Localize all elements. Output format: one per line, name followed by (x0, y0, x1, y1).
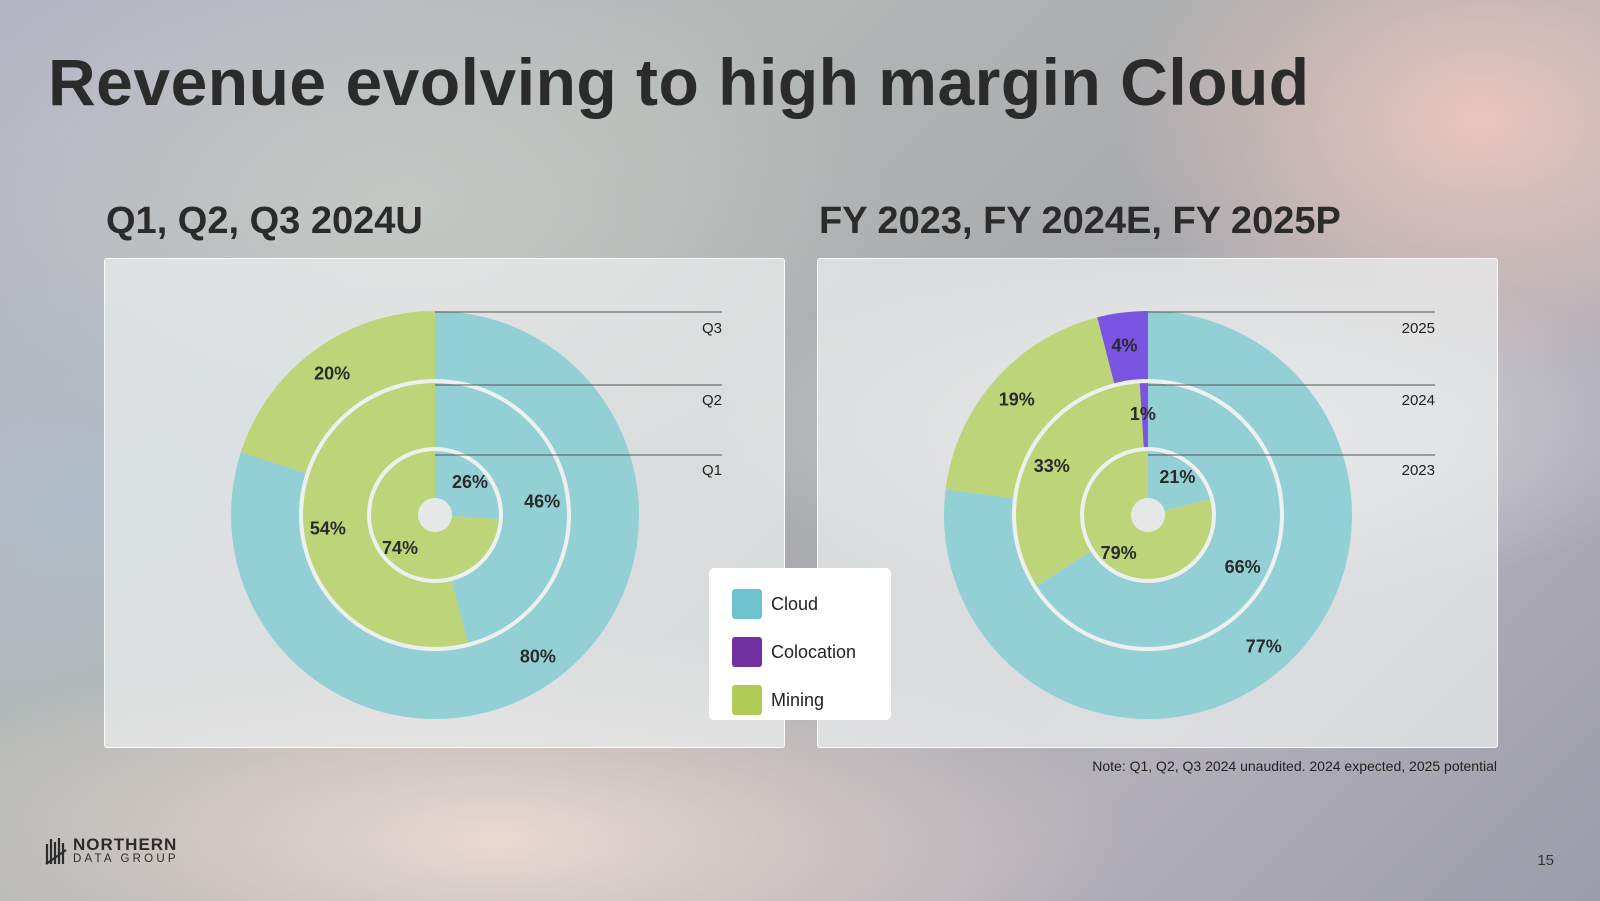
chart-legend: Cloud Colocation Mining (709, 568, 891, 720)
legend-item-mining: Mining (732, 676, 891, 724)
page-title: Revenue evolving to high margin Cloud (48, 45, 1310, 119)
ring-2024-segment-colocation (1139, 383, 1148, 450)
legend-swatch-mining (732, 685, 762, 715)
ring-q1-label-cloud: 26% (452, 472, 488, 492)
ring-q2-name: Q2 (702, 392, 722, 409)
ring-q2-label-cloud: 46% (524, 491, 560, 511)
legend-item-colocation: Colocation (732, 628, 891, 676)
ring-q3-segment-cloud (231, 311, 640, 719)
chart-title-quarterly: Q1, Q2, Q3 2024U (106, 200, 423, 242)
logo-text-primary: NORTHERN (73, 835, 178, 855)
donut-center (418, 498, 452, 532)
donut-center (1131, 498, 1165, 532)
ring-2025-name: 2025 (1402, 320, 1435, 337)
ring-2025-segment-cloud (944, 311, 1352, 719)
ring-q2-label-mining: 54% (310, 519, 346, 539)
ring-2025-label-colocation: 4% (1112, 335, 1138, 355)
ring-2024-segment-cloud (1036, 383, 1280, 647)
ring-2025-label-mining: 19% (999, 389, 1035, 409)
ring-q1-label-mining: 74% (382, 538, 418, 558)
ring-q3-segment-mining (240, 311, 435, 474)
legend-swatch-cloud (732, 589, 762, 619)
ring-separator (1012, 379, 1284, 651)
ring-q3-label-mining: 20% (314, 363, 350, 383)
ring-separator (367, 447, 503, 583)
legend-swatch-colocation (732, 637, 762, 667)
ring-2024-name: 2024 (1402, 392, 1435, 409)
ring-q3-label-cloud: 80% (520, 647, 556, 667)
ring-2023-label-cloud: 21% (1159, 467, 1195, 487)
ring-2023-label-mining: 79% (1101, 543, 1137, 563)
chart-title-yearly: FY 2023, FY 2024E, FY 2025P (819, 200, 1341, 242)
ring-q3-name: Q3 (702, 320, 722, 337)
ring-2024-segment-mining (1016, 383, 1144, 586)
ring-q1-segment-cloud (435, 451, 499, 520)
chart-panel-yearly: 21% 79% 66% 33% 1% 77% 19% 4% 2023 2024 2025 (817, 258, 1498, 748)
ring-2024-label-colocation: 1% (1130, 404, 1156, 424)
ring-q1-name: Q1 (702, 462, 722, 479)
ring-2024-label-mining: 33% (1034, 456, 1070, 476)
legend-label-mining: Mining (771, 689, 825, 710)
footnote: Note: Q1, Q2, Q3 2024 unaudited. 2024 ex… (1092, 758, 1497, 774)
ring-2023-segment-mining (1084, 451, 1212, 579)
page-number: 15 (1537, 852, 1554, 869)
donut-chart-quarterly: 26% 74% 46% 54% 80% 20% Q1 Q2 Q3 (231, 311, 722, 719)
ring-2023-name: 2023 (1402, 462, 1435, 479)
ring-2025-label-cloud: 77% (1246, 636, 1282, 656)
ring-2025-segment-mining (945, 317, 1115, 499)
donut-chart-yearly: 21% 79% 66% 33% 1% 77% 19% 4% 2023 2024 2025 (944, 311, 1435, 719)
ring-separator (299, 379, 571, 651)
northern-data-logo-icon (45, 838, 67, 865)
ring-separator (1080, 447, 1216, 583)
ring-2025-segment-colocation (1097, 311, 1148, 386)
ring-2023-segment-cloud (1148, 451, 1210, 511)
legend-label-cloud: Cloud (771, 593, 819, 614)
logo-text-secondary: DATA GROUP (73, 853, 179, 866)
legend-item-cloud: Cloud (732, 580, 891, 628)
ring-2024-label-cloud: 66% (1225, 557, 1261, 577)
company-logo: NORTHERN DATA GROUP (45, 836, 179, 866)
ring-q1-segment-mining (371, 451, 499, 579)
chart-panel-quarterly: 26% 74% 46% 54% 80% 20% Q1 Q2 Q3 (104, 258, 785, 748)
legend-label-colocation: Colocation (771, 641, 857, 662)
